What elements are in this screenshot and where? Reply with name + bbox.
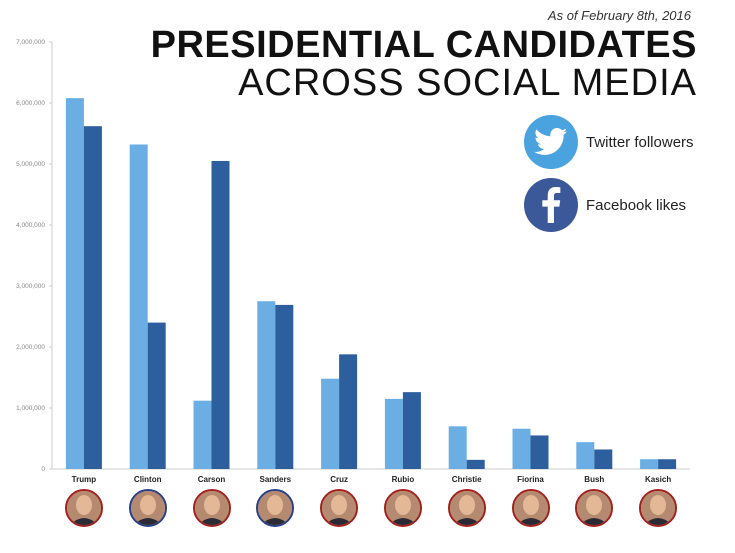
avatar-fiorina: [511, 489, 550, 527]
legend-facebook: Facebook likes: [524, 178, 686, 232]
bar-facebook-kasich: [658, 459, 677, 469]
bar-facebook-clinton: [147, 322, 166, 469]
bar-facebook-fiorina: [530, 435, 549, 469]
legend-twitter: Twitter followers: [524, 115, 694, 169]
twitter-bird-icon: [524, 115, 578, 169]
bar-facebook-cruz: [339, 354, 358, 469]
as-of-date: As of February 8th, 2016: [547, 8, 691, 23]
bar-twitter-rubio: [384, 398, 403, 469]
y-tick-label: 3,000,000: [16, 283, 45, 290]
avatar-trump: [64, 489, 103, 527]
bar-twitter-bush: [576, 442, 595, 469]
x-tick-label-trump: Trump: [72, 475, 97, 484]
avatar-rubio: [383, 489, 422, 527]
y-tick-label: 4,000,000: [16, 222, 45, 229]
bar-twitter-clinton: [129, 144, 148, 470]
y-tick-label: 2,000,000: [16, 344, 45, 351]
bar-twitter-fiorina: [512, 428, 531, 469]
avatar-christie: [447, 489, 486, 527]
avatar-bush: [575, 489, 614, 527]
x-tick-label-christie: Christie: [452, 475, 482, 484]
bar-facebook-trump: [83, 126, 102, 470]
y-tick-label: 5,000,000: [16, 161, 45, 168]
avatar-kasich: [639, 489, 678, 527]
legend-facebook-label: Facebook likes: [586, 196, 687, 214]
x-tick-label-kasich: Kasich: [645, 475, 671, 484]
x-tick-label-rubio: Rubio: [392, 475, 415, 484]
avatar-clinton: [128, 489, 167, 527]
x-tick-label-fiorina: Fiorina: [517, 475, 544, 484]
x-tick-label-clinton: Clinton: [134, 475, 162, 484]
bar-facebook-christie: [466, 459, 485, 469]
y-tick-label: 6,000,000: [16, 100, 45, 107]
legend-twitter-label: Twitter followers: [586, 133, 694, 151]
bar-twitter-cruz: [321, 378, 340, 469]
bar-twitter-carson: [193, 400, 212, 469]
title-line-1: PRESIDENTIAL CANDIDATES: [150, 24, 697, 66]
x-tick-label-bush: Bush: [584, 475, 604, 484]
x-tick-label-carson: Carson: [198, 475, 226, 484]
bar-facebook-rubio: [402, 392, 421, 469]
x-tick-label-cruz: Cruz: [330, 475, 348, 484]
bar-twitter-kasich: [640, 459, 659, 469]
bar-twitter-christie: [448, 426, 467, 469]
facebook-f-icon: [524, 178, 578, 232]
bar-twitter-sanders: [257, 301, 276, 469]
avatar-carson: [192, 489, 231, 527]
avatar-cruz: [320, 489, 359, 527]
x-tick-label-sanders: Sanders: [260, 475, 292, 484]
y-tick-label: 7,000,000: [16, 39, 45, 46]
bar-facebook-carson: [211, 160, 230, 469]
y-tick-label: 0: [41, 466, 45, 473]
y-tick-label: 1,000,000: [16, 405, 45, 412]
bar-facebook-sanders: [275, 304, 294, 469]
avatar-sanders: [256, 489, 295, 527]
bar-facebook-bush: [594, 449, 613, 469]
title-line-2: ACROSS SOCIAL MEDIA: [238, 62, 697, 104]
bar-twitter-trump: [65, 98, 84, 470]
